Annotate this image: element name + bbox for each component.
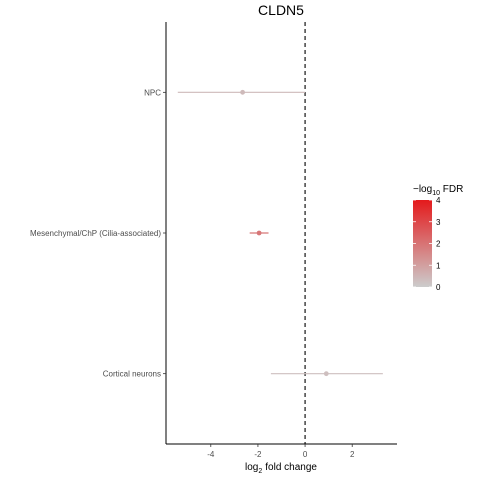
color-legend: −log10 FDR 0 1 2 3 4 — [413, 184, 463, 292]
data-point-1 — [256, 230, 262, 236]
x-axis-label: log2 fold change — [245, 462, 317, 475]
y-tick-label-0: NPC — [144, 88, 161, 97]
x-axis-label-prefix: log — [245, 462, 258, 473]
x-tick-label-2: 0 — [303, 450, 308, 459]
x-axis-label-text: fold change — [265, 462, 317, 473]
legend-tick-label-3: 3 — [436, 218, 441, 227]
data-point-2 — [323, 371, 329, 377]
plot-area — [177, 22, 383, 444]
legend-tick-label-1: 1 — [436, 261, 441, 270]
legend-tick-label-0: 0 — [436, 283, 441, 292]
legend-tick-label-2: 2 — [436, 240, 441, 249]
y-tick-label-1: Mesenchymal/ChP (Cilia-associated) — [30, 229, 161, 238]
legend-title: −log10 FDR — [413, 184, 463, 197]
legend-title-subscript: 10 — [432, 190, 440, 197]
legend-tick-label-4: 4 — [436, 196, 441, 205]
y-tick-label-2: Cortical neurons — [103, 370, 161, 379]
axes: -4 -2 0 2 NPC Mesenchymal/ChP (Cilia-associat… — [30, 22, 397, 459]
x-tick-label-1: -2 — [254, 450, 262, 459]
x-tick-label-0: -4 — [207, 450, 215, 459]
legend-colorbar — [413, 200, 432, 287]
legend-title-prefix: −log — [413, 184, 432, 195]
x-axis-label-subscript: 2 — [258, 468, 262, 475]
chart-title: CLDN5 — [258, 2, 304, 18]
data-point-0 — [240, 89, 246, 95]
legend-title-suffix: FDR — [440, 184, 463, 195]
legend-ticks: 0 1 2 3 4 — [413, 196, 441, 292]
x-tick-label-3: 2 — [350, 450, 355, 459]
